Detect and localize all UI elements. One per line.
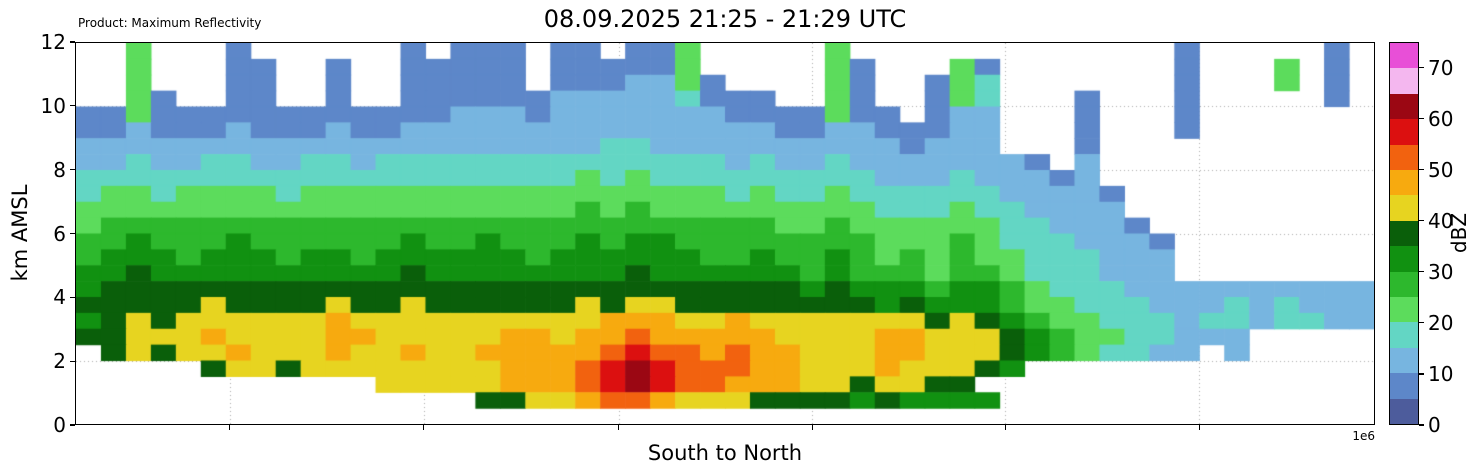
colorbar-segment-30 xyxy=(1390,246,1418,272)
y-tick-mark xyxy=(70,232,75,235)
colorbar-tick-label-60: 60 xyxy=(1428,106,1454,131)
colorbar-segment-25 xyxy=(1390,271,1418,297)
colorbar-segment-65 xyxy=(1390,68,1418,94)
x-tick-mark-1 xyxy=(422,425,424,430)
x-tick-mark-0 xyxy=(229,425,231,430)
colorbar-tick-mark xyxy=(1419,271,1424,273)
colorbar-segment-35 xyxy=(1390,220,1418,247)
y-tick-label-0: 0 xyxy=(53,413,66,437)
y-tick-mark xyxy=(70,41,75,43)
colorbar-tick-mark xyxy=(1419,373,1424,375)
x-tick-mark-2 xyxy=(617,425,619,430)
colorbar-segment-15 xyxy=(1390,322,1418,348)
colorbar-tick-mark xyxy=(1419,118,1424,120)
colorbar-tick-mark xyxy=(1419,424,1424,426)
colorbar-tick-mark xyxy=(1419,169,1424,171)
colorbar xyxy=(1389,42,1419,425)
y-tick-label-4: 4 xyxy=(53,285,66,310)
product-label: Product: Maximum Reflectivity xyxy=(78,16,262,30)
x-tick-mark-5 xyxy=(1198,425,1201,430)
colorbar-tick-mark xyxy=(1419,322,1424,324)
heatmap-canvas xyxy=(76,43,1374,424)
colorbar-segment-50 xyxy=(1390,144,1418,170)
y-tick-label-8: 8 xyxy=(53,157,66,182)
colorbar-segment-5 xyxy=(1390,373,1418,399)
x-axis-label: South to North xyxy=(647,441,803,465)
colorbar-tick-label-10: 10 xyxy=(1428,361,1454,386)
y-tick-label-12: 12 xyxy=(40,30,66,54)
y-tick-label-2: 2 xyxy=(53,349,66,374)
colorbar-tick-label-30: 30 xyxy=(1428,259,1454,284)
colorbar-tick-label-40: 40 xyxy=(1428,208,1454,233)
colorbar-segment-20 xyxy=(1390,296,1418,323)
x-tick-mark-4 xyxy=(1005,425,1007,430)
colorbar-tick-label-20: 20 xyxy=(1428,310,1454,335)
y-tick-label-6: 6 xyxy=(53,221,66,246)
colorbar-segment-60 xyxy=(1390,93,1418,120)
chart-title: 08.09.2025 21:25 - 21:29 UTC xyxy=(543,5,907,33)
x-tick-mark-3 xyxy=(811,425,813,430)
colorbar-segment-10 xyxy=(1390,347,1418,374)
colorbar-segment-70 xyxy=(1390,42,1418,69)
x-axis-offset-label: 1e6 xyxy=(1352,429,1375,443)
colorbar-tick-label-70: 70 xyxy=(1428,55,1454,80)
plot-area xyxy=(75,42,1375,425)
colorbar-gradient xyxy=(1390,42,1418,424)
y-tick-mark xyxy=(70,105,75,107)
colorbar-segment-55 xyxy=(1390,119,1418,145)
colorbar-tick-label-50: 50 xyxy=(1428,157,1454,182)
y-tick-label-10: 10 xyxy=(40,93,66,118)
colorbar-tick-label-0: 0 xyxy=(1428,413,1441,437)
y-tick-mark xyxy=(70,424,75,426)
colorbar-segment-0 xyxy=(1390,398,1418,424)
colorbar-segment-40 xyxy=(1390,195,1418,221)
y-tick-mark xyxy=(70,169,75,171)
colorbar-tick-mark xyxy=(1419,220,1424,222)
colorbar-segment-45 xyxy=(1390,169,1418,196)
colorbar-tick-mark xyxy=(1419,66,1424,69)
y-tick-mark xyxy=(70,296,75,298)
y-tick-mark xyxy=(70,360,75,362)
